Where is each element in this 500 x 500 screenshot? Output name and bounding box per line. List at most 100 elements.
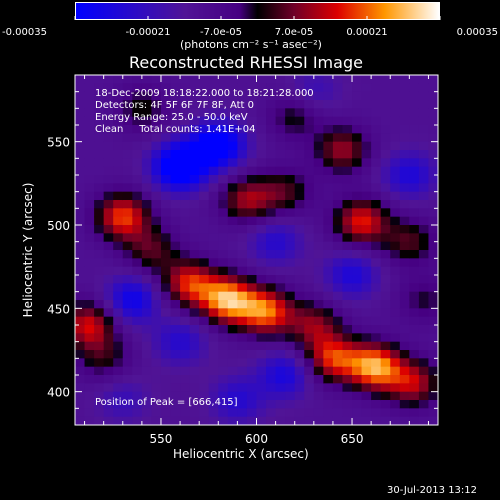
heatmap-cell [237, 350, 248, 359]
heatmap-cell [342, 250, 353, 259]
heatmap-cell [409, 266, 420, 276]
heatmap-cell [180, 408, 191, 418]
heatmap-cell [208, 150, 219, 159]
heatmap-cell [103, 250, 114, 259]
heatmap-cell [313, 100, 324, 109]
heatmap-cell [103, 225, 114, 234]
heatmap-cell [103, 291, 114, 301]
heatmap-cell [352, 141, 363, 151]
heatmap-cell [304, 91, 315, 101]
heatmap-cell [141, 300, 152, 309]
heatmap-cell [132, 408, 143, 418]
heatmap-cell [332, 333, 343, 343]
heatmap-cell [323, 300, 334, 309]
heatmap-cell [323, 391, 334, 401]
heatmap-cell [285, 375, 296, 384]
heatmap-cell [409, 83, 420, 93]
heatmap-cell [227, 300, 238, 309]
heatmap-cell [94, 358, 105, 368]
heatmap-cell [256, 308, 267, 318]
heatmap-cell [189, 375, 200, 384]
heatmap-cell [323, 108, 334, 118]
heatmap-cell [399, 375, 410, 384]
heatmap-cell [132, 341, 143, 351]
heatmap-cell [342, 141, 353, 151]
heatmap-cell [170, 91, 181, 101]
heatmap-cell [189, 75, 200, 84]
heatmap-cell [294, 141, 305, 151]
heatmap-cell [122, 108, 133, 118]
heatmap-cell [323, 400, 334, 409]
heatmap-cell [285, 416, 296, 426]
heatmap-cell [275, 300, 286, 309]
heatmap-cell [132, 308, 143, 318]
heatmap-cell [170, 341, 181, 351]
heatmap-cell [342, 308, 353, 318]
heatmap-cell [428, 91, 439, 101]
heatmap-cell [323, 166, 334, 176]
heatmap-cell [304, 358, 315, 368]
heatmap-cell [151, 175, 162, 184]
heatmap-cell [199, 416, 210, 426]
heatmap-cell [113, 208, 124, 218]
heatmap-cell [371, 241, 382, 251]
heatmap-cell [189, 100, 200, 109]
heatmap-cell [113, 375, 124, 384]
heatmap-cell [122, 75, 133, 84]
heatmap-cell [160, 308, 172, 318]
heatmap-cell [160, 216, 172, 226]
heatmap-cell [199, 91, 210, 101]
heatmap-cell [266, 258, 277, 268]
heatmap-cell [227, 225, 238, 234]
heatmap-cell [409, 200, 420, 209]
heatmap-cell [409, 91, 420, 101]
heatmap-cell [132, 125, 143, 134]
heatmap-cell [294, 416, 305, 426]
heatmap-cell [208, 291, 219, 301]
heatmap-cell [256, 158, 267, 168]
heatmap-cell [371, 416, 382, 426]
heatmap-cell [371, 183, 382, 193]
heatmap-cell [141, 250, 152, 259]
heatmap-cell [256, 166, 267, 176]
heatmap-cell [227, 108, 238, 118]
heatmap-cell [208, 300, 219, 309]
heatmap-cell [227, 166, 238, 176]
heatmap-cell [189, 116, 200, 126]
heatmap-cell [294, 325, 305, 334]
heatmap-cell [208, 383, 219, 393]
heatmap-cell [237, 208, 248, 218]
heatmap-cell [75, 150, 86, 159]
heatmap-cell [141, 275, 152, 284]
heatmap-cell [266, 308, 277, 318]
heatmap-cell [151, 191, 162, 201]
heatmap-cell [170, 200, 181, 209]
heatmap-cell [189, 341, 200, 351]
heatmap-cell [218, 200, 229, 209]
heatmap-cell [371, 75, 382, 84]
heatmap-cell [122, 133, 133, 143]
heatmap-cell [180, 258, 191, 268]
heatmap-cell [275, 308, 286, 318]
heatmap-cell [94, 141, 105, 151]
heatmap-cell [399, 291, 410, 301]
heatmap-cell [122, 366, 133, 376]
heatmap-cell [409, 358, 420, 368]
heatmap-cell [352, 150, 363, 159]
heatmap-cell [409, 150, 420, 159]
heatmap-cell [380, 133, 391, 143]
heatmap-cell [132, 258, 143, 268]
heatmap-cell [399, 208, 410, 218]
heatmap-cell [180, 358, 191, 368]
heatmap-cell [122, 358, 133, 368]
heatmap-cell [208, 133, 219, 143]
heatmap-cell [151, 316, 162, 326]
heatmap-cell [218, 150, 229, 159]
heatmap-cell [94, 308, 105, 318]
heatmap-cell [256, 383, 267, 393]
heatmap-cell [256, 316, 267, 326]
heatmap-cell [352, 391, 363, 401]
annotation-time-range: 18-Dec-2009 18:18:22.000 to 18:21:28.000 [95, 88, 314, 99]
heatmap-cell [84, 116, 95, 126]
heatmap-cell [208, 258, 219, 268]
